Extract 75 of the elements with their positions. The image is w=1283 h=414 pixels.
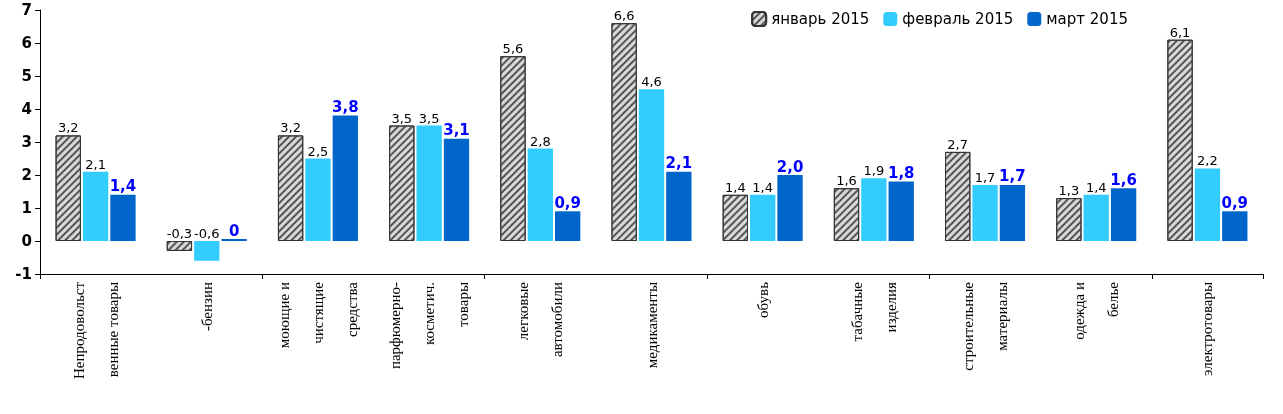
data-label: 1,9 [863, 163, 885, 179]
y-tick-label: 1 [21, 199, 32, 217]
bar [1083, 194, 1109, 241]
data-label: 0,9 [1221, 193, 1249, 212]
data-label: 2,0 [776, 157, 804, 176]
bar [1110, 188, 1137, 241]
bar [888, 181, 914, 241]
bar [305, 158, 331, 241]
x-tick-label: медикаменты [643, 282, 660, 369]
legend-label: январь 2015 [771, 10, 870, 28]
bar [999, 184, 1026, 241]
category-label: Непродовольст венные товары [70, 282, 121, 380]
data-label: 3,1 [443, 121, 470, 140]
data-label: 3,8 [332, 98, 359, 117]
data-label: 0,9 [554, 193, 581, 212]
data-label: 6,1 [1169, 24, 1191, 40]
data-label: 1,4 [1085, 179, 1107, 195]
bar [861, 178, 887, 241]
category-label: одежда и белье [1071, 282, 1122, 340]
data-label: 2,7 [947, 136, 969, 152]
bar [666, 171, 692, 241]
data-label: 3,5 [418, 110, 440, 126]
x-tick-label: -бензин [198, 282, 215, 332]
data-label: 3,5 [391, 110, 413, 126]
bar [1222, 211, 1248, 241]
data-label: 2,1 [85, 156, 106, 172]
y-tick-label: 3 [21, 133, 32, 151]
data-label: 1,6 [1110, 170, 1137, 189]
data-label: 1,3 [1058, 183, 1080, 199]
y-tick-label: 2 [21, 166, 32, 184]
data-label: 3,2 [57, 120, 79, 136]
data-label: 0 [228, 221, 240, 240]
bar [416, 125, 442, 241]
data-label: 4,6 [641, 74, 662, 90]
bar [1194, 168, 1221, 241]
bar [332, 115, 358, 241]
legend-label: февраль 2015 [902, 10, 1014, 28]
bar [527, 148, 553, 241]
x-tick-label: электротовары [1199, 282, 1216, 376]
category-label: строительные материалы [960, 282, 1011, 371]
data-label: 1,7 [999, 167, 1026, 186]
data-label: 1,4 [724, 179, 746, 195]
data-label: 1,6 [836, 173, 857, 189]
bar [638, 89, 665, 241]
x-tick-label: обувь [754, 281, 771, 318]
data-label: 1,8 [887, 164, 915, 183]
y-tick-label: 5 [21, 67, 32, 85]
data-label: 5,6 [502, 41, 524, 57]
bar [777, 175, 803, 241]
bar [110, 194, 136, 241]
data-label: 1,4 [752, 179, 774, 195]
data-label: 2,2 [1197, 153, 1218, 169]
data-label: 1,4 [109, 177, 137, 196]
category-label: табачные изделия [848, 282, 899, 342]
y-tick-label: 4 [21, 100, 32, 118]
data-label: 1,7 [974, 169, 996, 185]
bar [82, 171, 109, 241]
data-label: -0,6 [194, 226, 220, 241]
data-label: 6,6 [613, 8, 635, 24]
data-label: 3,2 [280, 120, 301, 136]
y-tick-label: 6 [21, 34, 32, 52]
bar [972, 184, 998, 241]
y-tick-label: 7 [21, 1, 32, 19]
bar [194, 241, 220, 261]
y-tick-label: -1 [15, 265, 32, 283]
data-label: 2,1 [665, 154, 693, 173]
y-tick-label: 0 [21, 232, 32, 250]
bar [750, 194, 776, 241]
data-label: 2,8 [529, 133, 551, 149]
data-label: 2,5 [307, 143, 329, 159]
bar [555, 211, 581, 241]
category-label: моющие и чистящие средства [275, 282, 360, 349]
data-label: -0,3 [166, 226, 193, 241]
legend-label: март 2015 [1046, 10, 1129, 28]
bar [443, 138, 470, 241]
